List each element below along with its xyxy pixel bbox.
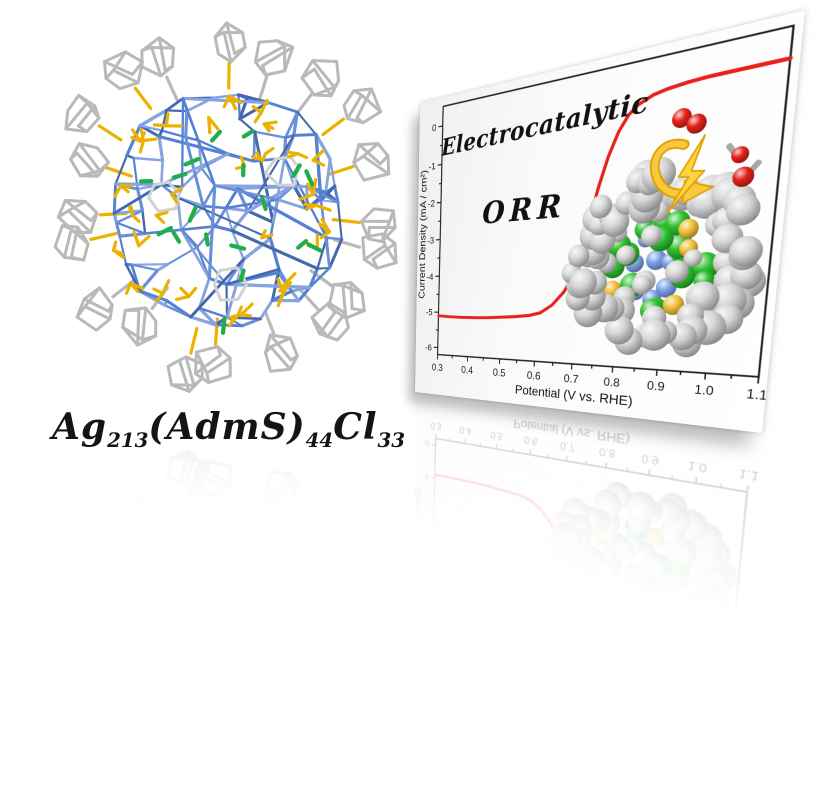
adamantane-cages — [55, 452, 396, 518]
o2-molecule — [671, 104, 708, 138]
formula-element-ag: Ag — [52, 406, 107, 448]
nanocluster-space-filling — [544, 470, 744, 693]
formula-subscript-213: 213 — [107, 428, 148, 452]
nanocluster-structure — [8, 0, 428, 415]
nanocluster-ball-and-stick — [8, 0, 428, 415]
formula-ligand-adms: (AdmS) — [148, 406, 305, 448]
cluster-formula: Ag213(AdmS)44Cl33 — [52, 406, 388, 452]
space-filling-model — [415, 10, 805, 433]
formula-subscript-44: 44 — [306, 428, 334, 452]
silver-core-mesh — [114, 95, 342, 326]
formula-element-cl: Cl — [333, 406, 377, 448]
o2-molecule — [629, 674, 660, 706]
space-filling-model — [411, 397, 762, 790]
formula-subscript-33: 33 — [378, 428, 406, 452]
